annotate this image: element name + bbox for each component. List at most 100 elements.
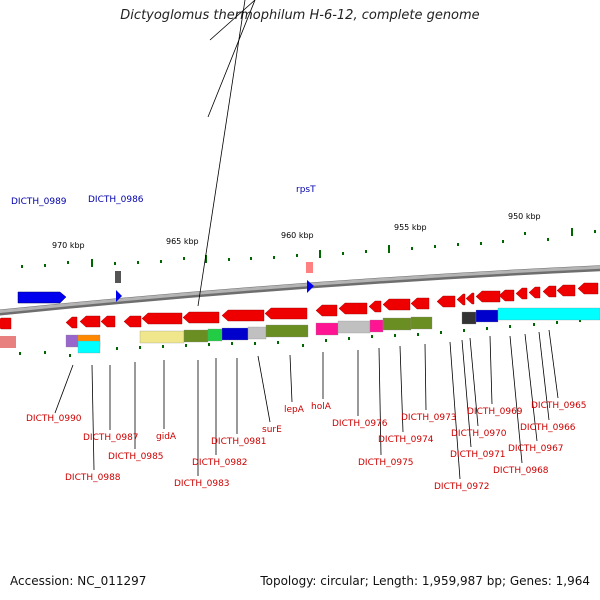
cog-bar bbox=[65, 334, 79, 348]
cog-bar bbox=[337, 320, 371, 334]
gene-label-dicth-0968: DICTH_0968 bbox=[493, 466, 549, 476]
genes-value: 1,964 bbox=[555, 574, 590, 588]
reverse-gene-arrow bbox=[100, 315, 116, 328]
scale-tick bbox=[594, 230, 596, 233]
topology-label: Topology: bbox=[260, 574, 317, 588]
reverse-gene-arrow bbox=[542, 285, 557, 298]
scale-tick bbox=[137, 261, 139, 264]
reverse-leader-line bbox=[461, 339, 472, 448]
reverse-leader-line bbox=[424, 343, 427, 411]
scale-ticks bbox=[19, 228, 596, 357]
reverse-gene-arrow bbox=[475, 290, 501, 303]
reverse-strand-genes bbox=[0, 282, 599, 348]
scale-tick bbox=[524, 232, 526, 235]
forward-gene-arrow bbox=[17, 291, 67, 304]
cog-bar bbox=[207, 328, 223, 342]
scale-tick bbox=[571, 228, 573, 236]
reverse-leader-line bbox=[378, 347, 382, 456]
reverse-gene-arrow bbox=[182, 311, 220, 324]
reverse-leader-line bbox=[54, 364, 74, 414]
inner-scale-tick bbox=[208, 343, 210, 346]
reverse-gene-arrow bbox=[264, 307, 308, 320]
gene-label-dicth-0975: DICTH_0975 bbox=[358, 458, 414, 468]
gene-label-dicth-0987: DICTH_0987 bbox=[83, 433, 139, 443]
scale-tick bbox=[114, 262, 116, 265]
genes-label: Genes: bbox=[509, 574, 552, 588]
gene-label-rpst: rpsT bbox=[296, 185, 316, 195]
accession-value: NC_011297 bbox=[77, 574, 147, 588]
cog-bar bbox=[183, 329, 209, 343]
gene-label-dicth-0976: DICTH_0976 bbox=[332, 419, 388, 429]
scale-tick bbox=[480, 242, 482, 245]
reverse-leader-line bbox=[489, 335, 493, 405]
gene-label-dicth-0974: DICTH_0974 bbox=[378, 435, 434, 445]
gene-label-dicth-0989: DICTH_0989 bbox=[11, 197, 67, 207]
cog-bar bbox=[139, 330, 185, 344]
scale-label: 950 kbp bbox=[508, 212, 541, 221]
reverse-gene-arrow bbox=[528, 286, 541, 299]
inner-scale-tick bbox=[139, 346, 141, 349]
scale-tick bbox=[365, 250, 367, 253]
scale-label: 965 kbp bbox=[166, 237, 199, 246]
scale-tick bbox=[228, 258, 230, 261]
scale-tick bbox=[434, 245, 436, 248]
scale-labels: 970 kbp 965 kbp 960 kbp 955 kbp 950 kbp bbox=[52, 212, 541, 250]
scale-tick bbox=[91, 259, 93, 267]
scale-tick bbox=[67, 261, 69, 264]
inner-scale-tick bbox=[254, 342, 256, 345]
reverse-gene-arrow bbox=[456, 293, 466, 306]
inner-scale-tick bbox=[394, 334, 396, 337]
cog-bar bbox=[461, 311, 477, 325]
gene-labels: DICTH_0989 DICTH_0986rpsTDICTH_0990DICTH_… bbox=[11, 185, 587, 492]
reverse-leader-line bbox=[289, 354, 293, 403]
reverse-gene-arrow bbox=[410, 297, 430, 310]
reverse-gene-arrow bbox=[368, 300, 382, 313]
inner-scale-tick bbox=[556, 321, 558, 324]
inner-scale-tick bbox=[19, 352, 21, 355]
gene-label-dicth-0970: DICTH_0970 bbox=[451, 429, 507, 439]
forward-gene-feature bbox=[306, 262, 313, 273]
scale-tick bbox=[44, 264, 46, 267]
reverse-gene-arrow bbox=[79, 315, 101, 328]
reverse-leader-line bbox=[91, 364, 95, 471]
backbone-arc bbox=[0, 265, 600, 314]
reverse-gene-arrow bbox=[382, 298, 411, 311]
scale-tick bbox=[296, 254, 298, 257]
reverse-gene-arrow bbox=[498, 289, 515, 302]
reverse-leader-line bbox=[469, 337, 479, 427]
scale-tick bbox=[250, 257, 252, 260]
length-value: 1,959,987 bp bbox=[421, 574, 502, 588]
reverse-gene-arrow bbox=[123, 315, 142, 328]
scale-tick bbox=[273, 256, 275, 259]
cog-bar bbox=[247, 326, 267, 340]
inner-scale-tick bbox=[579, 319, 581, 322]
reverse-gene-arrow bbox=[315, 304, 338, 317]
cog-bar bbox=[315, 322, 339, 336]
scale-label: 970 kbp bbox=[52, 241, 85, 250]
reverse-gene-arrow bbox=[65, 316, 78, 329]
cog-bar bbox=[221, 327, 249, 341]
accession-info: Accession: NC_011297 bbox=[10, 574, 146, 588]
scale-tick bbox=[160, 260, 162, 263]
cog-bar bbox=[77, 340, 101, 354]
reverse-leader-line bbox=[548, 329, 559, 399]
inner-scale-tick bbox=[440, 331, 442, 334]
scale-tick bbox=[547, 238, 549, 241]
reverse-gene-arrow bbox=[338, 302, 368, 315]
gene-label-dicth-0985: DICTH_0985 bbox=[108, 452, 164, 462]
inner-scale-tick bbox=[302, 344, 304, 347]
scale-tick bbox=[342, 252, 344, 255]
scale-tick bbox=[319, 250, 321, 258]
forward-leader-line bbox=[197, 0, 246, 307]
cog-bar bbox=[410, 316, 433, 330]
cog-bar bbox=[265, 324, 309, 338]
reverse-gene-arrow bbox=[577, 282, 599, 295]
scale-label: 955 kbp bbox=[394, 223, 427, 232]
scale-tick bbox=[502, 240, 504, 243]
inner-scale-tick bbox=[509, 325, 511, 328]
gene-label-sure: surE bbox=[262, 425, 282, 435]
scale-tick bbox=[21, 265, 23, 268]
forward-gene-feature bbox=[115, 271, 121, 283]
scale-tick bbox=[205, 255, 207, 263]
